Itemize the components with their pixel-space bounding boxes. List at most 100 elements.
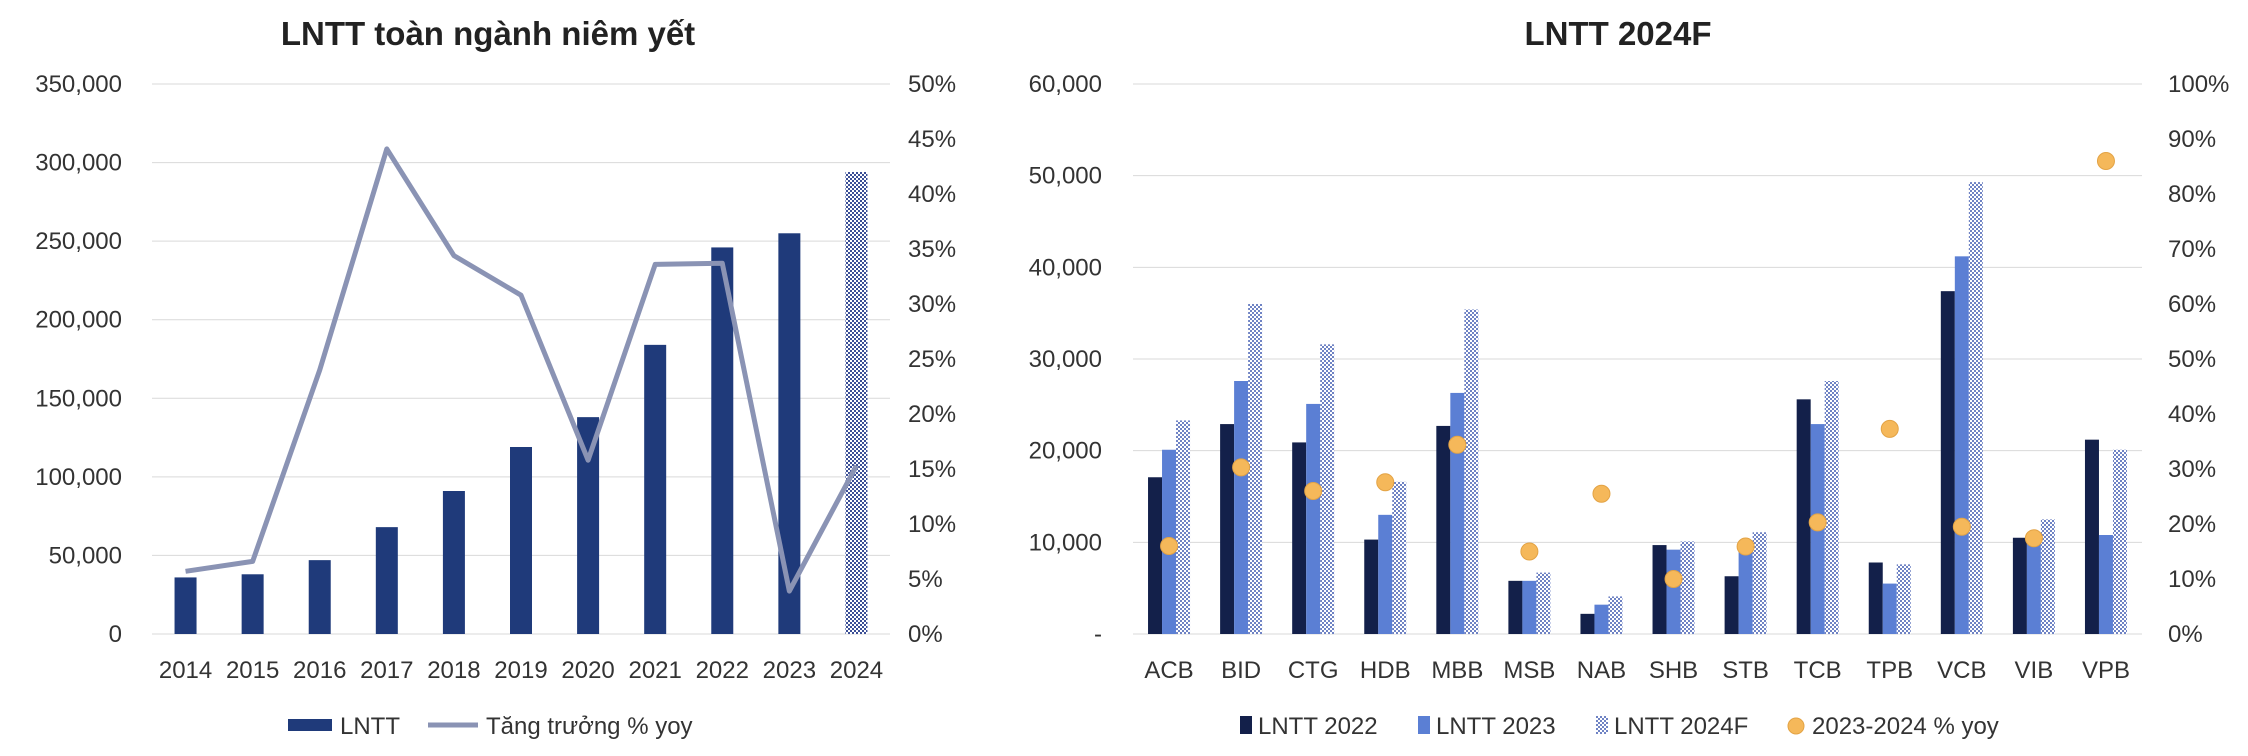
left-y-tick-label: 250,000 (35, 228, 122, 255)
left-y2-tick-label: 15% (908, 456, 956, 483)
bar-lntt-2016 (308, 560, 331, 634)
left-chart-growth-line (185, 146, 859, 594)
bar-lntt-2014 (174, 577, 197, 634)
bar-lntt-2022-MBB (1436, 425, 1451, 634)
right-y2-tick-label: 80% (2168, 181, 2216, 208)
left-y2-tick-label: 40% (908, 181, 956, 208)
right-y-tick-label: 50,000 (1029, 163, 1102, 190)
right-y2-tick-label: 70% (2168, 236, 2216, 263)
point-yoy-BID (1232, 458, 1251, 477)
right-y2-tick-label: 50% (2168, 346, 2216, 373)
legend-label-lntt-2023: LNTT 2023 (1436, 713, 1556, 740)
left-y2-tick-label: 30% (908, 291, 956, 318)
left-chart-x-axis: 2014 2015 2016 2017 2018 2019 2020 2021 2022 2023… (159, 657, 883, 684)
left-y2-tick-label: 50% (908, 71, 956, 98)
x-tick-label-2018: 2018 (427, 657, 480, 684)
x-tick-label-TPB: TPB (1866, 657, 1913, 684)
right-y2-tick-label: 20% (2168, 511, 2216, 538)
right-chart-x-axis: ACB BID CTG HDB MBB MSB NAB SHB STB TCB TPB VCB VIB V… (1144, 657, 2130, 684)
line-growth-yoy (185, 146, 859, 594)
left-y-tick-label: 350,000 (35, 71, 122, 98)
point-yoy-VIB (2024, 529, 2043, 548)
x-tick-label-SHB: SHB (1649, 657, 1698, 684)
bar-lntt-2022-VPB (2084, 439, 2099, 634)
bar-lntt-2023-VIB (2026, 536, 2041, 634)
right-chart-bars (1148, 182, 2127, 635)
x-tick-label-2020: 2020 (561, 657, 614, 684)
left-chart-title: LNTT toàn ngành niêm yết (281, 15, 695, 52)
bar-lntt-2023-VCB (1954, 256, 1969, 634)
bar-lntt-2023-HDB (1378, 514, 1393, 634)
right-y-tick-label: 10,000 (1029, 529, 1102, 556)
right-y-tick-label: - (1094, 621, 1102, 648)
x-tick-label-STB: STB (1722, 657, 1769, 684)
left-chart-bars (174, 172, 868, 635)
left-y2-tick-label: 45% (908, 126, 956, 153)
x-tick-label-2016: 2016 (293, 657, 346, 684)
x-tick-label-NAB: NAB (1577, 657, 1626, 684)
point-yoy-MSB (1520, 542, 1539, 561)
legend-swatch-yoy (1787, 717, 1805, 735)
bar-lntt-2017 (375, 527, 398, 634)
left-y2-tick-label: 35% (908, 236, 956, 263)
x-tick-label-MBB: MBB (1431, 657, 1483, 684)
bar-lntt-2023-MBB (1450, 392, 1465, 634)
x-tick-label-VIB: VIB (2015, 657, 2054, 684)
x-tick-label-BID: BID (1221, 657, 1261, 684)
bar-lntt-2015 (241, 574, 264, 634)
x-tick-label-2021: 2021 (628, 657, 681, 684)
bar-lntt-2022-MSB (1508, 580, 1523, 634)
right-chart-legend: LNTT 2022 LNTT 2023 LNTT 2024F 2023-2024… (1240, 713, 1999, 740)
legend-swatch-lntt (288, 719, 332, 731)
point-yoy-VCB (1952, 517, 1971, 536)
bar-lntt-2022-TPB (1868, 562, 1883, 634)
left-chart-left-axis: 0 50,000 100,000 150,000 200,000 250,000 300,0… (35, 71, 122, 648)
left-y2-tick-label: 0% (908, 621, 943, 648)
x-tick-label-2019: 2019 (494, 657, 547, 684)
x-tick-label-TCB: TCB (1794, 657, 1842, 684)
left-y-tick-label: 100,000 (35, 464, 122, 491)
left-chart-right-axis: 0% 5% 10% 15% 20% 25% 30% 35% 40% 45% 50% (908, 71, 956, 648)
left-y-tick-label: 300,000 (35, 150, 122, 177)
left-chart: LNTT toàn ngành niêm yết 0 50,000 100,000 1… (35, 15, 956, 740)
x-tick-label-HDB: HDB (1360, 657, 1411, 684)
bar-lntt-2023-NAB (1594, 604, 1609, 634)
point-yoy-MBB (1448, 435, 1467, 454)
right-chart-gridlines (1133, 83, 2142, 635)
point-yoy-SHB (1664, 570, 1683, 588)
point-yoy-HDB (1376, 473, 1395, 492)
bar-lntt-2024f-MBB (1464, 309, 1479, 634)
bar-lntt-2022-ACB (1148, 477, 1163, 634)
x-tick-label-CTG: CTG (1288, 657, 1339, 684)
bar-lntt-2024f-VCB (1968, 182, 1983, 635)
bar-lntt-2024f-TPB (1896, 564, 1911, 634)
right-chart-title: LNTT 2024F (1524, 15, 1711, 52)
right-chart: LNTT 2024F - 10,000 20,000 30,000 40,000 50,0… (1029, 15, 2230, 740)
legend-label-growth: Tăng trưởng % yoy (486, 713, 693, 740)
bar-lntt-2022-BID (1220, 424, 1235, 634)
bar-lntt-2022-CTG (1292, 442, 1307, 634)
x-tick-label-2024: 2024 (830, 657, 883, 684)
point-yoy-CTG (1304, 482, 1323, 500)
bar-lntt-2022-SHB (1652, 545, 1667, 634)
legend-label-yoy: 2023-2024 % yoy (1812, 713, 1999, 740)
bar-lntt-2023-VPB (2098, 535, 2113, 634)
bar-lntt-2023 (778, 233, 801, 635)
bar-lntt-2023-STB (1738, 551, 1753, 634)
point-yoy-TPB (1880, 419, 1899, 438)
right-y2-tick-label: 40% (2168, 401, 2216, 428)
bar-lntt-2024f-BID (1248, 304, 1263, 634)
left-y2-tick-label: 5% (908, 566, 943, 593)
right-y2-tick-label: 100% (2168, 71, 2229, 98)
right-chart-yoy-points (1160, 152, 2115, 588)
right-y2-tick-label: 30% (2168, 456, 2216, 483)
left-y2-tick-label: 25% (908, 346, 956, 373)
left-y-tick-label: 150,000 (35, 385, 122, 412)
bar-lntt-2024f-ACB (1176, 420, 1191, 634)
bar-lntt-2023-TPB (1882, 583, 1897, 634)
point-yoy-VPB (2096, 152, 2115, 170)
left-y2-tick-label: 10% (908, 511, 956, 538)
left-y-tick-label: 0 (109, 621, 122, 648)
bar-lntt-2018 (442, 491, 465, 634)
